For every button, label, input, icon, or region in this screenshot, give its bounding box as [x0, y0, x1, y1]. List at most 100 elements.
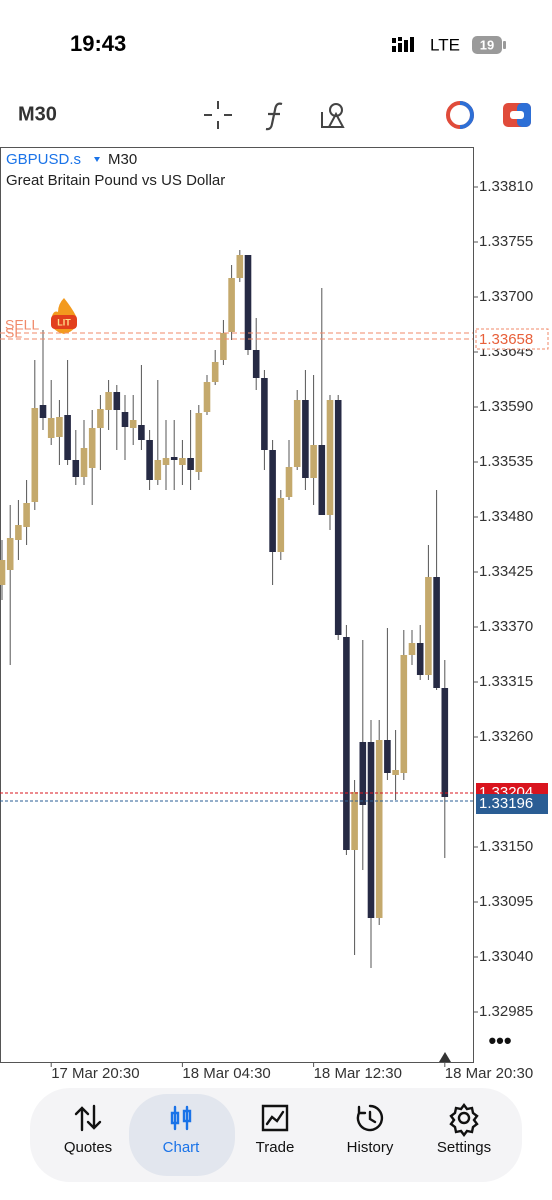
symbol-dropdown[interactable]	[94, 157, 100, 162]
order-label: SELL	[5, 317, 39, 333]
candle-body	[318, 445, 326, 515]
chart-timeframe: M30	[108, 151, 137, 168]
objects-button[interactable]	[321, 103, 345, 128]
battery-tip	[503, 41, 506, 49]
battery	[472, 36, 502, 54]
nav-2[interactable]: Trade	[256, 1139, 295, 1156]
x-tick-label: 18 Mar 12:30	[314, 1065, 402, 1082]
candle-body	[441, 688, 449, 797]
candle-body	[64, 415, 71, 460]
candle-body	[105, 392, 112, 410]
candle-body	[302, 400, 309, 478]
nav-0[interactable]: Quotes	[64, 1139, 112, 1156]
candle-body	[244, 255, 252, 350]
y-tick-label: 1.33590	[479, 398, 533, 415]
nav-icon[interactable]	[356, 1104, 384, 1132]
candle-body	[179, 458, 186, 465]
nav-icon[interactable]	[449, 1103, 479, 1137]
candle-body	[203, 382, 211, 412]
candle-body	[72, 460, 80, 477]
candle-body	[138, 425, 145, 440]
y-tick-label: 1.33535	[479, 453, 533, 470]
price-box	[476, 794, 548, 814]
nav-4[interactable]: Settings	[437, 1139, 491, 1156]
candle-body	[367, 742, 375, 918]
crosshair-button[interactable]	[204, 101, 232, 129]
order-label: SL	[5, 325, 22, 341]
symbol-description: Great Britain Pound vs US Dollar	[6, 172, 225, 189]
candle-body	[47, 418, 55, 438]
nav-items: Quotes Chart Trade History Settings	[64, 1103, 491, 1156]
y-tick-label: 1.33095	[479, 893, 533, 910]
more-button[interactable]: •••	[488, 1028, 511, 1053]
candle-body	[88, 428, 96, 468]
candle-body	[80, 448, 88, 477]
candle-body	[334, 400, 342, 635]
plot	[0, 250, 449, 968]
candle-body	[310, 445, 317, 478]
nav-icon[interactable]	[170, 1105, 192, 1131]
y-tick-label: 1.33755	[479, 233, 533, 250]
candle-body	[425, 577, 432, 675]
candle-body	[408, 643, 416, 655]
candle-body	[261, 378, 268, 450]
candle-body	[277, 498, 285, 552]
candle-body	[285, 467, 293, 497]
fire-sticker: LIT	[51, 298, 77, 334]
x-tick-label: 17 Mar 20:30	[51, 1065, 139, 1082]
y-tick-label: 1.33425	[479, 563, 533, 580]
nav-icon[interactable]	[74, 1104, 102, 1132]
price-label: 1.33196	[479, 795, 533, 812]
nav-icon[interactable]	[261, 1104, 289, 1132]
candle-body	[343, 637, 350, 850]
candle-body	[375, 740, 383, 918]
chart-frame	[0, 147, 474, 1063]
candle-body	[293, 400, 301, 467]
candle-body	[416, 643, 424, 675]
signal-icon	[392, 37, 414, 52]
candle-body	[400, 655, 408, 773]
candle-body	[252, 350, 260, 378]
candle-body	[351, 792, 358, 850]
candle-body	[326, 400, 334, 515]
candle-body	[146, 440, 153, 480]
order-price-box	[475, 328, 549, 350]
y-tick-label: 1.33260	[479, 728, 533, 745]
status-time: 19:43	[70, 31, 126, 56]
x-tick-label: 18 Mar 20:30	[445, 1065, 533, 1082]
candle-body	[154, 460, 162, 480]
candle-body	[187, 458, 194, 470]
nav-bar	[30, 1088, 522, 1182]
y-tick-label: 1.33370	[479, 618, 533, 635]
candle-body	[39, 405, 47, 418]
scroll-marker	[439, 1052, 451, 1062]
candle-body	[384, 740, 391, 773]
nav-3[interactable]: History	[347, 1139, 394, 1156]
candle-body	[392, 770, 399, 775]
candle-body	[170, 457, 178, 460]
nav-1[interactable]: Chart	[163, 1139, 201, 1156]
y-tick-label: 1.33480	[479, 508, 533, 525]
y-tick-label: 1.33040	[479, 948, 533, 965]
candle-body	[195, 413, 203, 472]
candle-body	[433, 577, 440, 688]
candle-body	[236, 255, 244, 278]
candle-body	[162, 458, 170, 465]
y-tick-label: 1.33700	[479, 288, 533, 305]
order-price-label: 1.33658	[479, 331, 533, 348]
candle-body	[113, 392, 121, 410]
trade-button[interactable]	[446, 101, 474, 129]
battery-level: 19	[480, 37, 494, 52]
candle-body	[211, 362, 219, 382]
one-click-button[interactable]	[503, 103, 531, 127]
timeframe-button[interactable]: M30	[18, 103, 57, 125]
candle-body	[56, 417, 63, 437]
x-tick-label: 18 Mar 04:30	[182, 1065, 270, 1082]
nav-selected	[129, 1094, 235, 1176]
y-tick-label: 1.32985	[479, 1003, 533, 1020]
candle-body	[359, 742, 367, 805]
indicators-button[interactable]	[265, 102, 283, 131]
y-tick-label: 1.33150	[479, 838, 533, 855]
candle-body	[6, 538, 14, 570]
